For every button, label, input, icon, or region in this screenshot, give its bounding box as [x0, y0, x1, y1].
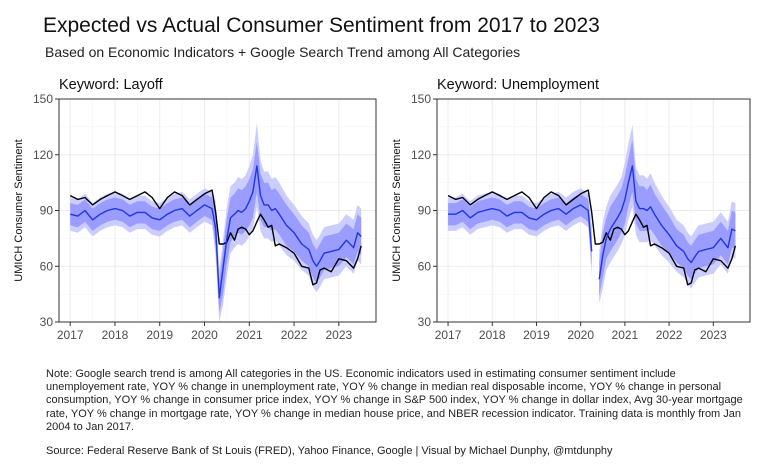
- x-tick-label: 2017: [435, 328, 462, 342]
- y-tick-label: 60: [40, 259, 54, 273]
- x-tick-label: 2023: [325, 328, 352, 342]
- chart-title: Expected vs Actual Consumer Sentiment fr…: [43, 14, 600, 37]
- y-tick-label: 120: [411, 148, 431, 162]
- y-tick-label: 30: [418, 315, 432, 329]
- y-tick-label: 150: [411, 92, 431, 106]
- series-line-predicted: [70, 165, 362, 299]
- y-tick-label: 90: [40, 204, 54, 218]
- plot-area: [447, 125, 737, 304]
- y-tick-label: 60: [418, 259, 432, 273]
- chart-subtitle: Based on Economic Indicators + Google Se…: [45, 44, 521, 60]
- plot-border: [436, 98, 751, 323]
- y-axis-label: UMICH Consumer Sentiment: [13, 139, 25, 281]
- y-tick-label: 90: [418, 204, 432, 218]
- x-tick-label: 2018: [479, 328, 506, 342]
- x-tick-label: 2023: [700, 328, 727, 342]
- y-tick-label: 150: [33, 92, 53, 106]
- series-line-actual: [69, 189, 362, 286]
- footnote: Note: Google search trend is among All c…: [46, 368, 743, 433]
- x-tick-label: 2022: [656, 328, 683, 342]
- x-tick-label: 2021: [612, 328, 639, 342]
- x-tick-label: 2019: [146, 328, 173, 342]
- series-line-actual: [447, 189, 737, 286]
- x-tick-label: 2019: [523, 328, 550, 342]
- x-tick-label: 2020: [191, 328, 218, 342]
- chart-panel-2: 2017 2018 2019 2020 2021 2022 2023 30 60 90 120 150…: [391, 77, 751, 342]
- plot-area: [69, 123, 362, 322]
- x-tick-label: 2018: [102, 328, 129, 342]
- y-axis-label: UMICH Consumer Sentiment: [391, 139, 403, 281]
- prediction-band-inner: [448, 193, 592, 267]
- series-line-predicted: [598, 165, 736, 280]
- plot-border: [58, 98, 377, 323]
- source-line: Source: Federal Reserve Bank of St Louis…: [46, 445, 613, 457]
- panel-title: Keyword: Layoff: [59, 77, 164, 93]
- x-tick-label: 2017: [57, 328, 84, 342]
- x-tick-label: 2022: [281, 328, 308, 342]
- x-tick-label: 2021: [236, 328, 263, 342]
- chart-panel-1: 2017 2018 2019 2020 2021 2022 2023 30 60 90 120 150…: [13, 77, 377, 342]
- panel-title: Keyword: Unemployment: [437, 77, 599, 93]
- series-line-predicted: [448, 204, 593, 252]
- y-tick-label: 120: [33, 148, 53, 162]
- x-tick-label: 2020: [567, 328, 594, 342]
- y-tick-label: 30: [40, 315, 54, 329]
